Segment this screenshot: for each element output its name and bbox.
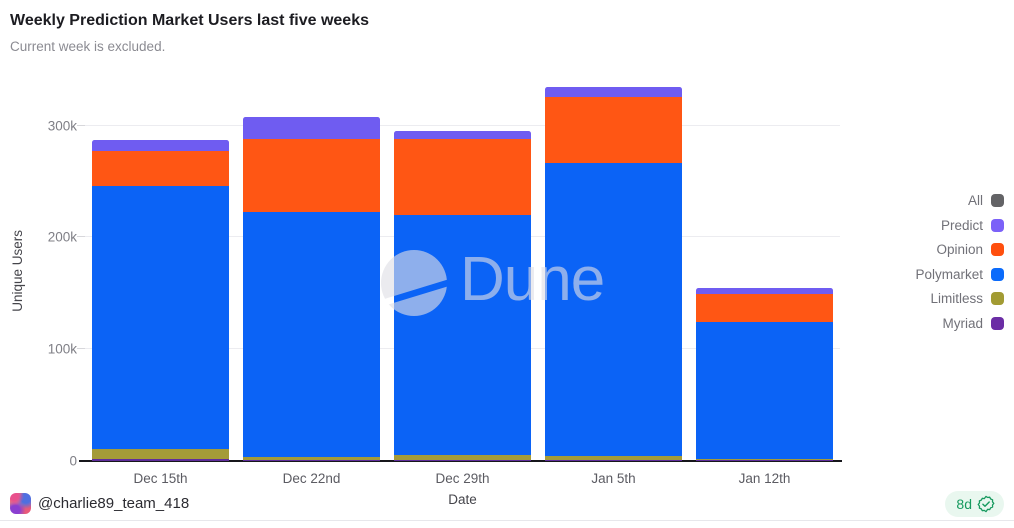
y-tick-label: 0 bbox=[69, 453, 77, 469]
bar-segment-myriad[interactable] bbox=[243, 459, 380, 461]
legend-label: Limitless bbox=[930, 291, 983, 307]
bar-segment-polymarket[interactable] bbox=[243, 211, 380, 458]
legend-swatch bbox=[991, 194, 1004, 208]
bar-segment-limitless[interactable] bbox=[243, 457, 380, 460]
legend-label: All bbox=[967, 193, 983, 209]
legend-swatch bbox=[991, 243, 1004, 257]
bar-segment-predict[interactable] bbox=[243, 117, 380, 140]
bar-column bbox=[689, 81, 840, 461]
y-axis-tick-labels: 0 100k 200k 300k bbox=[0, 81, 77, 468]
y-tick-mark bbox=[77, 124, 85, 126]
x-axis-line bbox=[79, 460, 842, 462]
x-tick-label: Dec 29th bbox=[435, 471, 490, 486]
author-link[interactable]: @charlie89_team_418 bbox=[10, 493, 189, 514]
chart-legend: All Predict Opinion Polymarket Limitless Myri… bbox=[915, 192, 1004, 332]
plot-area bbox=[77, 81, 842, 462]
bar-column bbox=[387, 81, 538, 461]
stacked-bar[interactable] bbox=[394, 131, 531, 461]
footer-divider bbox=[0, 520, 1014, 521]
bar-segment-opinion[interactable] bbox=[696, 293, 833, 323]
chart-title: Weekly Prediction Market Users last five… bbox=[10, 12, 369, 29]
x-tick-label: Jan 12th bbox=[738, 471, 791, 486]
bar-segment-myriad[interactable] bbox=[696, 460, 833, 461]
legend-label: Predict bbox=[940, 217, 983, 233]
bar-segment-myriad[interactable] bbox=[92, 458, 229, 461]
bar-segment-limitless[interactable] bbox=[696, 459, 833, 461]
bar-segment-opinion[interactable] bbox=[394, 138, 531, 215]
bar-column bbox=[538, 81, 689, 461]
bar-column bbox=[236, 81, 387, 461]
author-handle: @charlie89_team_418 bbox=[38, 495, 190, 512]
bar-segment-myriad[interactable] bbox=[394, 459, 531, 461]
chart-subtitle: Current week is excluded. bbox=[10, 39, 166, 54]
legend-item-all[interactable]: All bbox=[915, 192, 1004, 210]
legend-label: Polymarket bbox=[915, 266, 983, 282]
stacked-bar[interactable] bbox=[243, 117, 380, 461]
bar-segment-myriad[interactable] bbox=[545, 459, 682, 461]
legend-swatch bbox=[991, 292, 1004, 306]
legend-label: Opinion bbox=[936, 242, 983, 258]
refresh-age-badge[interactable]: 8d bbox=[945, 491, 1004, 517]
legend-label: Myriad bbox=[942, 315, 983, 331]
x-tick-label: Dec 15th bbox=[133, 471, 188, 486]
legend-swatch bbox=[991, 218, 1004, 232]
bar-segment-polymarket[interactable] bbox=[92, 185, 229, 450]
stacked-bar[interactable] bbox=[545, 86, 682, 461]
legend-item-limitless[interactable]: Limitless bbox=[915, 290, 1004, 308]
bar-column bbox=[85, 81, 236, 461]
legend-item-polymarket[interactable]: Polymarket bbox=[915, 266, 1004, 284]
bar-segment-opinion[interactable] bbox=[545, 96, 682, 163]
bar-segment-polymarket[interactable] bbox=[394, 214, 531, 456]
legend-swatch bbox=[991, 267, 1004, 281]
bar-segment-opinion[interactable] bbox=[243, 139, 380, 212]
bar-segment-predict[interactable] bbox=[696, 287, 833, 294]
legend-item-predict[interactable]: Predict bbox=[915, 217, 1004, 235]
x-axis-tick-labels: Dec 15th Dec 22nd Dec 29th Jan 5th Jan 12th bbox=[85, 471, 840, 486]
legend-item-myriad[interactable]: Myriad bbox=[915, 315, 1004, 333]
gridline bbox=[85, 124, 840, 126]
x-axis-title: Date bbox=[448, 492, 477, 507]
x-tick-label: Jan 5th bbox=[591, 471, 636, 486]
y-tick-label: 300k bbox=[47, 118, 77, 134]
legend-item-opinion[interactable]: Opinion bbox=[915, 241, 1004, 259]
y-tick-mark bbox=[77, 348, 85, 350]
verified-check-icon bbox=[977, 495, 995, 513]
bar-segment-polymarket[interactable] bbox=[696, 322, 833, 460]
bar-segment-limitless[interactable] bbox=[394, 455, 531, 460]
bar-segment-opinion[interactable] bbox=[92, 151, 229, 186]
y-tick-label: 100k bbox=[47, 341, 77, 357]
legend-swatch bbox=[991, 316, 1004, 330]
bar-segment-predict[interactable] bbox=[545, 86, 682, 97]
y-tick-label: 200k bbox=[47, 229, 77, 245]
y-tick-mark bbox=[77, 236, 85, 238]
team-avatar bbox=[10, 493, 31, 514]
bar-segment-predict[interactable] bbox=[394, 131, 531, 139]
bar-segment-predict[interactable] bbox=[92, 139, 229, 152]
bar-segment-polymarket[interactable] bbox=[545, 162, 682, 456]
x-tick-label: Dec 22nd bbox=[282, 471, 341, 486]
bar-segment-limitless[interactable] bbox=[92, 449, 229, 459]
stacked-bar[interactable] bbox=[92, 139, 229, 461]
refresh-age-label: 8d bbox=[956, 496, 972, 512]
stacked-bar[interactable] bbox=[696, 287, 833, 461]
bar-segment-limitless[interactable] bbox=[545, 456, 682, 460]
